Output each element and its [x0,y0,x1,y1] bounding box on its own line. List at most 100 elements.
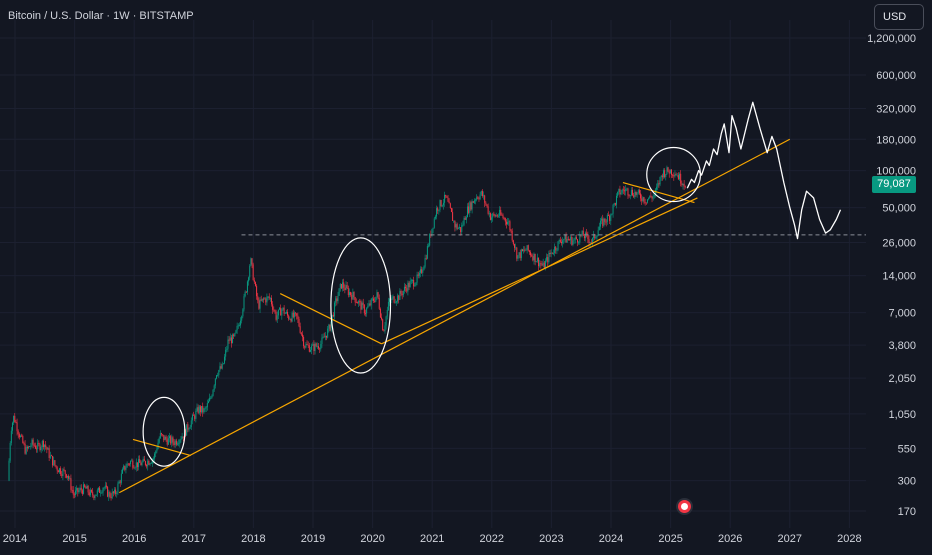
candle-body [28,446,30,449]
candle-body [225,349,227,357]
candle-body [24,443,26,454]
candle-body [633,195,635,198]
candle-body [115,489,117,495]
candle-body [416,274,418,283]
candle-body [123,465,125,470]
candle-body [318,346,320,349]
candle-body [567,239,569,240]
candle-body [616,195,618,205]
candle-body [146,464,148,467]
candle-body [167,438,169,445]
candle-body [141,461,143,466]
candle-body [73,494,75,496]
candle-body [40,447,42,451]
us-flag-icon[interactable] [676,498,693,515]
candle-body [329,324,331,331]
candle-body [522,249,524,251]
candle-body [507,221,509,225]
candle-body [463,217,465,225]
candle-body [407,282,409,292]
candle-body [629,195,631,196]
candle-body [452,212,454,221]
candle-body [364,313,366,315]
candle-body [229,337,231,341]
candle-body [343,282,345,288]
candle-body [140,462,142,466]
y-tick-label: 2,050 [888,373,916,385]
candle-body [195,410,197,419]
candle-body [512,240,514,245]
candle-body [172,437,174,443]
candle-body [37,443,39,449]
candle-body [605,221,607,223]
trendlines [119,138,791,494]
candle-body [626,188,628,190]
candle-body [285,311,287,314]
candle-body [336,298,338,302]
candle-body [250,258,252,266]
candle-body [264,298,266,300]
trendline [381,197,698,345]
candle-body [102,488,104,493]
candle-body [46,447,48,450]
candle-body [530,252,532,256]
candle-body [339,284,341,289]
candle-body [524,249,526,251]
candle-body [23,442,25,444]
candle-body [668,171,670,174]
candle-body [31,439,33,446]
candle-body [54,460,56,466]
candle-body [233,334,235,337]
candle-body [536,257,538,262]
candle-body [421,269,423,273]
candle-body [57,470,59,473]
candle-body [323,336,325,338]
candle-body [586,232,588,235]
candle-body [171,437,173,444]
y-tick-label: 1,050 [888,409,916,421]
candle-body [400,290,402,294]
candle-body [425,258,427,260]
candle-body [620,192,622,195]
candle-body [25,447,27,454]
candle-body [187,424,189,430]
x-tick-label: 2023 [539,533,563,545]
x-tick-label: 2017 [182,533,206,545]
candle-body [108,492,110,497]
candle-body [405,286,407,289]
candle-body [538,257,540,267]
candle-body [213,385,215,390]
candle-body [143,458,145,462]
candle-body [445,194,447,197]
candle-body [581,230,583,236]
candle-body [253,280,255,283]
candle-body [369,303,371,306]
candle-body [434,216,436,219]
candle-body [72,490,74,495]
candle-body [669,169,671,174]
candle-body [601,218,603,221]
candle-body [174,440,176,446]
candle-body [284,313,286,314]
candle-body [41,440,43,448]
candle-body [383,330,385,332]
candle-body [249,265,251,278]
candle-body [461,225,463,232]
y-tick-label: 180,000 [876,134,916,146]
candle-body [131,460,133,462]
candle-body [598,226,600,231]
candle-body [526,245,528,250]
candle-body [658,183,660,185]
candle-body [496,215,498,217]
candle-body [549,252,551,255]
candle-body [403,286,405,291]
candle-body [501,214,503,216]
candle-body [397,295,399,302]
candle-body [613,203,615,205]
currency-button[interactable]: USD [874,4,924,30]
candle-body [441,205,443,207]
candle-body [199,406,201,413]
candle-body [510,229,512,231]
